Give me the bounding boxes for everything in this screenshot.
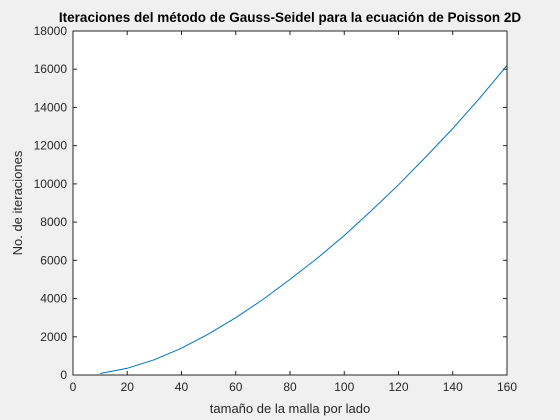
series-line bbox=[100, 65, 508, 374]
x-tick-label: 0 bbox=[70, 380, 77, 394]
x-tick-label: 140 bbox=[443, 380, 463, 394]
y-tick-label: 2000 bbox=[40, 330, 67, 344]
y-tick-label: 8000 bbox=[40, 215, 67, 229]
y-axis-label: No. de iteraciones bbox=[10, 150, 25, 255]
x-tick-label: 120 bbox=[388, 380, 408, 394]
x-tick-label: 20 bbox=[121, 380, 135, 394]
y-tick-label: 0 bbox=[60, 368, 67, 382]
y-axis: 0 2000 4000 6000 8000 10000 12000 14000 16000 180… bbox=[34, 24, 507, 382]
x-tick-label: 100 bbox=[334, 380, 354, 394]
y-tick-label: 16000 bbox=[34, 62, 68, 76]
x-axis-label: tamaño de la malla por lado bbox=[210, 401, 370, 416]
plot-area bbox=[73, 31, 507, 375]
y-tick-label: 18000 bbox=[34, 24, 68, 38]
series-layer bbox=[100, 65, 508, 374]
x-tick-label: 60 bbox=[229, 380, 243, 394]
y-tick-label: 4000 bbox=[40, 292, 67, 306]
x-axis: 0 20 40 60 80 100 120 140 160 bbox=[70, 31, 517, 394]
y-tick-label: 14000 bbox=[34, 100, 68, 114]
x-tick-label: 40 bbox=[175, 380, 189, 394]
x-tick-label: 160 bbox=[497, 380, 517, 394]
chart-title: Iteraciones del método de Gauss-Seidel p… bbox=[59, 10, 521, 25]
x-tick-label: 80 bbox=[283, 380, 297, 394]
y-tick-label: 12000 bbox=[34, 139, 68, 153]
y-tick-label: 10000 bbox=[34, 177, 68, 191]
y-tick-label: 6000 bbox=[40, 253, 67, 267]
